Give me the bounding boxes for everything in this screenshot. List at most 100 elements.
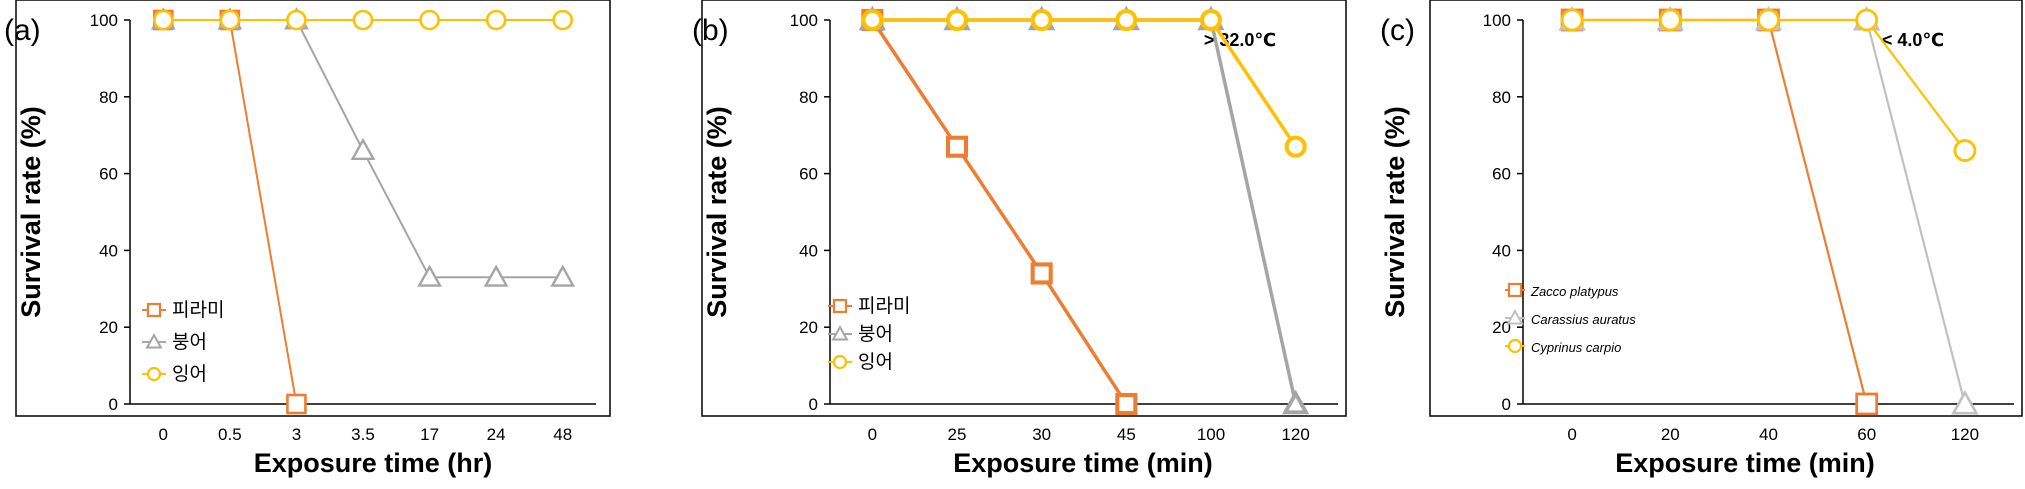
x-axis-title: Exposure time (hr): [254, 448, 493, 478]
legend-marker: [146, 366, 162, 382]
legend-label: 잉어: [172, 363, 207, 385]
data-point: [350, 137, 376, 161]
panel-label: (c): [1380, 14, 1415, 47]
y-tick-label: 40: [99, 241, 118, 260]
data-point: [1284, 135, 1307, 158]
y-tick-label: 60: [1492, 165, 1511, 184]
legend-label: 피라미: [172, 299, 224, 321]
y-tick-label: 0: [809, 395, 818, 414]
data-point: [286, 393, 307, 415]
x-axis-title: Exposure time (min): [953, 448, 1213, 478]
data-point: [1658, 8, 1682, 32]
data-point: [1757, 8, 1780, 32]
data-point: [483, 264, 509, 287]
data-point: [352, 9, 374, 31]
legend-marker: [832, 354, 848, 370]
y-tick-label: 100: [1483, 11, 1511, 30]
data-point: [1030, 262, 1053, 285]
data-point: [485, 9, 507, 31]
data-point: [1560, 8, 1584, 32]
series-line: [872, 18, 1298, 405]
legend-label: 붕어: [172, 331, 207, 353]
y-tick-label: 40: [1492, 241, 1511, 260]
data-point: [1282, 389, 1310, 415]
legend-label: Zacco platypus: [1530, 284, 1619, 299]
x-tick-label: 17: [420, 425, 439, 444]
x-tick-label: 0.5: [218, 425, 242, 444]
legend-marker: [1507, 282, 1523, 298]
x-tick-label: 24: [487, 425, 506, 444]
legend-marker: [1507, 338, 1523, 354]
panel-label: (a): [4, 14, 41, 47]
y-tick-label: 60: [99, 165, 118, 184]
x-tick-label: 100: [1197, 425, 1225, 444]
y-tick-label: 20: [799, 318, 818, 337]
data-point: [1115, 8, 1138, 32]
x-tick-label: 25: [948, 425, 967, 444]
x-tick-label: 0: [868, 425, 877, 444]
y-tick-label: 20: [99, 318, 118, 337]
panel-frame: [701, 0, 1347, 417]
series-2: [1558, 5, 1979, 415]
series-2: [858, 5, 1310, 415]
x-tick-label: 20: [1661, 425, 1680, 444]
data-point: [552, 9, 574, 31]
y-tick-label: 60: [799, 165, 818, 184]
data-point: [1855, 8, 1879, 32]
y-axis-title: Survival rate (%): [16, 106, 46, 318]
y-tick-label: 100: [790, 11, 818, 30]
legend-label: Cyprinus carpio: [1531, 340, 1621, 355]
data-point: [152, 9, 174, 31]
y-tick-label: 80: [99, 88, 118, 107]
y-tick-label: 80: [1492, 88, 1511, 107]
legend: Zacco platypus Carassius auratus Cyprinus …: [1505, 282, 1636, 355]
x-tick-label: 30: [1032, 425, 1051, 444]
x-tick-label: 0: [159, 425, 168, 444]
panel-frame: [1429, 0, 2023, 417]
data-point: [1115, 392, 1138, 416]
series-2: [150, 7, 576, 287]
data-point: [419, 9, 440, 31]
series-line: [870, 19, 1128, 405]
data-point: [945, 135, 969, 158]
data-point: [550, 264, 576, 287]
legend-label: 피라미: [858, 295, 910, 317]
series-line: [1572, 18, 1966, 405]
x-tick-label: 3: [292, 425, 301, 444]
legend-label: Carassius auratus: [1531, 312, 1636, 327]
legend-marker: [1506, 309, 1524, 325]
x-tick-label: 120: [1951, 425, 1979, 444]
data-point: [1953, 139, 1977, 162]
x-tick-label: 45: [1117, 425, 1136, 444]
x-tick-label: 120: [1281, 425, 1309, 444]
data-point: [1030, 8, 1053, 32]
series-3: [152, 9, 574, 31]
legend-marker: [145, 333, 163, 349]
x-tick-label: 0: [1567, 425, 1576, 444]
series-1: [861, 8, 1138, 416]
series-line: [872, 18, 1298, 148]
data-point: [945, 8, 969, 32]
x-tick-label: 60: [1857, 425, 1876, 444]
x-tick-label: 48: [553, 425, 572, 444]
legend-marker: [831, 325, 849, 341]
temperature-annotation: < 4.0℃: [1882, 30, 1944, 50]
y-axis-title: Survival rate (%): [702, 106, 732, 318]
legend-marker: [832, 298, 848, 314]
y-tick-label: 20: [1492, 318, 1511, 337]
chart-panel-1: 0 20 40 60 80 100 0 0.5 3 3.5 17 24 48 Exposure time …: [4, 0, 611, 478]
legend-marker: [146, 302, 162, 318]
data-point: [1199, 8, 1223, 32]
x-axis-title: Exposure time (min): [1615, 448, 1875, 478]
chart-panel-2: 0 20 40 60 80 100 0 25 30 45 100 120 Exposure time (…: [692, 0, 1347, 478]
chart-panel-3: 0 20 40 60 80 100 0 20 40 60 120 Exposure time (min…: [1380, 0, 2023, 478]
legend-label: 잉어: [858, 351, 893, 373]
series-3: [861, 8, 1307, 158]
y-tick-label: 80: [799, 88, 818, 107]
panel-frame: [15, 0, 611, 417]
data-point: [286, 9, 307, 31]
data-point: [861, 8, 884, 32]
